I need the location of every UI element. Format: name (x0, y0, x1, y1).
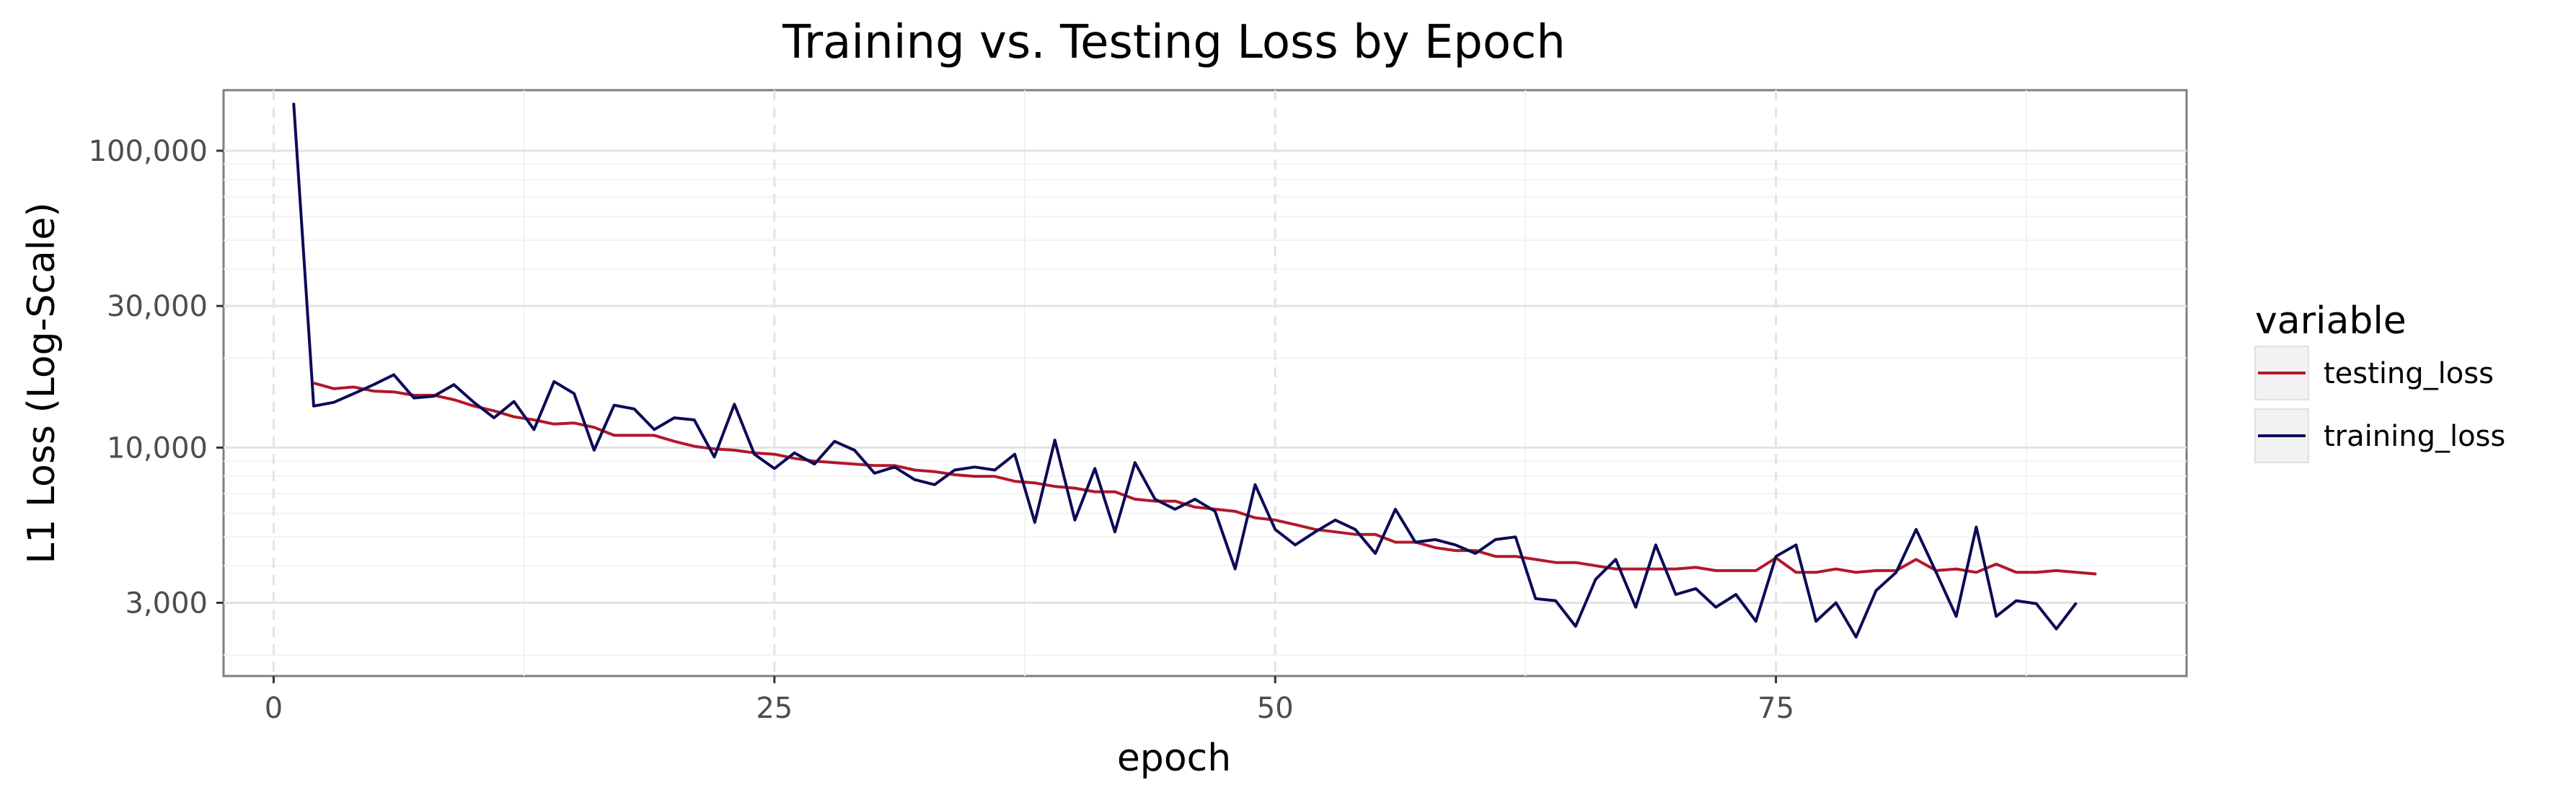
y-tick-label: 30,000 (107, 290, 208, 323)
x-tick-label: 75 (1757, 692, 1794, 725)
y-tick-label: 3,000 (125, 587, 208, 620)
legend-label-testing_loss: testing_loss (2324, 357, 2494, 390)
series-line-testing_loss (313, 381, 2097, 576)
x-tick-label: 25 (756, 692, 793, 725)
legend-label-training_loss: training_loss (2324, 420, 2505, 453)
series-line-training_loss (292, 102, 2078, 639)
x-tick-label: 50 (1257, 692, 1294, 725)
axis-ticks: 3,000 10,000 30,000 100,000 0 25 50 75 (89, 135, 1794, 725)
x-axis-title: epoch (1117, 737, 1231, 780)
y-tick-label: 10,000 (107, 431, 208, 465)
legend-title: variable (2255, 299, 2407, 343)
grid-lines (224, 90, 2187, 676)
y-axis-title: L1 Loss (Log-Scale) (20, 202, 63, 563)
legend: variable testing_loss training_loss (2254, 299, 2505, 463)
plot-panel (222, 89, 2188, 677)
y-tick-label: 100,000 (89, 135, 208, 168)
chart-title: Training vs. Testing Loss by Epoch (782, 16, 1566, 69)
series-lines (292, 102, 2097, 639)
x-tick-label: 0 (265, 692, 283, 725)
